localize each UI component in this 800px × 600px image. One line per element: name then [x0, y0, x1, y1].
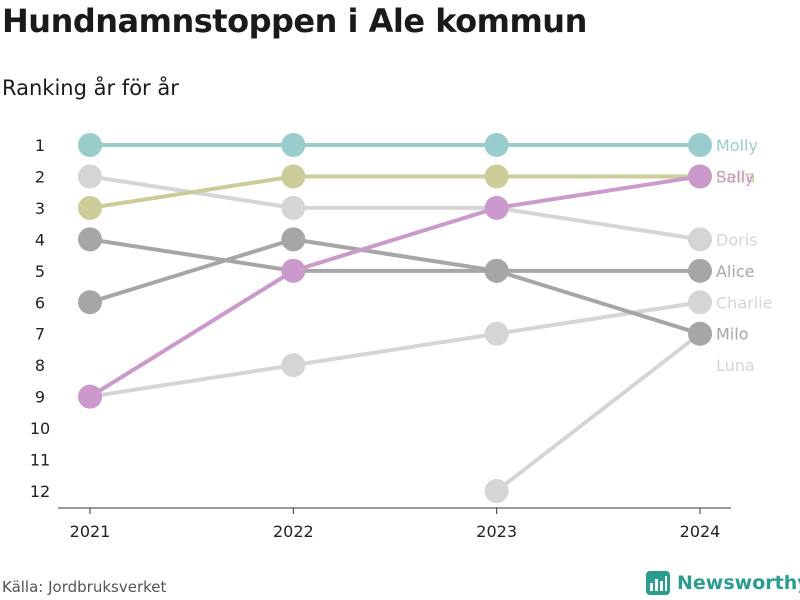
x-tick-label: 2023 [476, 522, 517, 541]
y-tick-label: 12 [30, 482, 50, 501]
data-point-molly [484, 133, 509, 157]
y-tick-label: 11 [30, 451, 50, 470]
data-point-molly [78, 133, 102, 157]
y-tick-label: 5 [35, 262, 45, 281]
series-label-doris: Doris [716, 230, 757, 249]
data-point-charlie [688, 290, 712, 315]
y-tick-label: 7 [35, 325, 45, 344]
data-point-charlie [484, 321, 509, 346]
series-line-luna [494, 331, 702, 493]
y-tick-label: 1 [35, 136, 45, 155]
data-point-alice [484, 258, 509, 283]
source-note: Källa: Jordbruksverket [2, 578, 167, 596]
series-label-charlie: Charlie [716, 293, 772, 312]
y-tick-label: 4 [35, 230, 45, 249]
data-point-luna [484, 479, 509, 503]
series-label-bella: Bella [716, 167, 756, 186]
data-point-bella [281, 164, 306, 189]
series-label-alice: Alice [716, 262, 754, 281]
data-point-doris [688, 227, 712, 252]
data-point-milo [281, 227, 306, 252]
data-point-sally [281, 258, 306, 283]
series-line-milo [88, 237, 702, 336]
data-point-doris [281, 195, 306, 220]
data-point-sally [484, 195, 509, 220]
y-tick-label: 2 [35, 167, 45, 186]
series-label-molly: Molly [716, 136, 758, 155]
brand-name: Newsworthy [677, 572, 800, 594]
y-tick-label: 10 [30, 419, 50, 438]
data-point-milo [78, 290, 102, 315]
brand-logo: Newsworthy [645, 570, 800, 596]
data-point-milo [688, 321, 712, 346]
series-label-milo: Milo [716, 325, 748, 344]
series-line-doris [88, 174, 702, 242]
y-tick-label: 8 [35, 356, 45, 375]
series-line-sally [88, 174, 702, 399]
data-point-sally [78, 384, 102, 409]
data-point-alice [78, 227, 102, 252]
x-tick-label: 2024 [680, 522, 721, 541]
series-line-bella [88, 174, 702, 210]
newsworthy-logo-icon [646, 571, 670, 595]
chart-subtitle: Ranking år för år [2, 76, 179, 100]
data-point-doris [78, 164, 102, 189]
series-label-sally: Sally [716, 167, 754, 186]
x-tick-label: 2022 [273, 522, 314, 541]
data-point-sally [688, 164, 712, 189]
y-tick-label: 3 [35, 199, 45, 218]
y-tick-label: 6 [35, 293, 45, 312]
series-label-luna: Luna [716, 356, 755, 375]
data-point-molly [281, 133, 306, 157]
data-point-charlie [281, 353, 306, 378]
x-tick-label: 2021 [70, 522, 111, 541]
y-tick-label: 9 [35, 388, 45, 407]
chart-title: Hundnamnstoppen i Ale kommun [2, 2, 587, 40]
data-point-bella [484, 164, 509, 189]
data-point-bella [78, 195, 102, 220]
series-line-alice [88, 237, 702, 273]
data-point-molly [688, 133, 712, 157]
data-point-alice [688, 258, 712, 283]
series-line-charlie [88, 300, 702, 399]
